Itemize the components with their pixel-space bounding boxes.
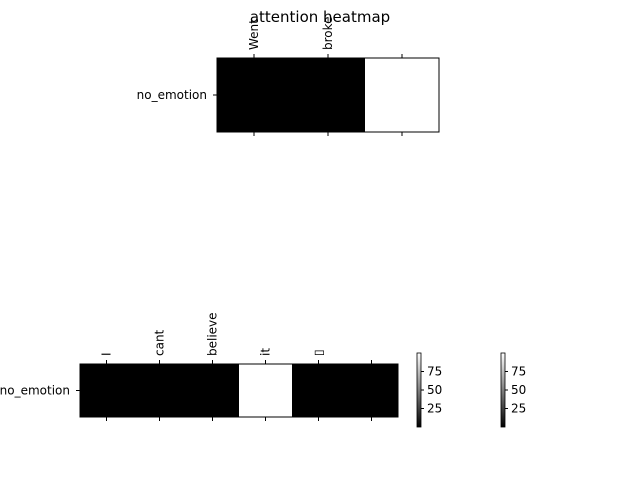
colorbars: 25 50 75 25 50 75 (416, 352, 526, 428)
colorbar-scale (416, 352, 422, 428)
heatmap-1: Went broke no_emotion (137, 16, 440, 136)
heatmap-cell (365, 58, 440, 132)
heatmap-cell (345, 364, 399, 417)
x-tick-label: believe (206, 312, 220, 356)
y-tick-label: no_emotion (137, 88, 207, 102)
colorbar-1: 25 50 75 (416, 352, 442, 428)
heatmap-cell (292, 364, 346, 417)
heatmap-cell (291, 58, 366, 132)
colorbar-2: 25 50 75 (500, 352, 526, 428)
colorbar-tick-label: 75 (511, 365, 526, 379)
heatmap-cell (217, 58, 292, 132)
heatmaps: Went broke no_emotion I cant believe it ▯ no_emo… (0, 16, 440, 421)
x-tick-label: I (100, 352, 114, 356)
x-tick-label: cant (153, 329, 167, 356)
x-tick-label: broke (321, 16, 335, 50)
heatmap-cell (239, 364, 293, 417)
heatmap-cell (186, 364, 240, 417)
x-tick-label: Went (247, 19, 261, 50)
heatmap-cell (80, 364, 134, 417)
colorbar-tick-label: 25 (427, 402, 442, 416)
heatmap-cell (133, 364, 187, 417)
colorbar-tick-label: 25 (511, 402, 526, 416)
chart-title: attention heatmap (250, 8, 390, 26)
colorbar-scale (500, 352, 506, 428)
y-tick-label: no_emotion (0, 384, 70, 398)
colorbar-tick-label: 50 (427, 383, 442, 397)
x-tick-label: it (259, 348, 273, 356)
x-tick-label: ▯ (312, 349, 326, 356)
colorbar-tick-label: 75 (427, 365, 442, 379)
colorbar-tick-label: 50 (511, 383, 526, 397)
